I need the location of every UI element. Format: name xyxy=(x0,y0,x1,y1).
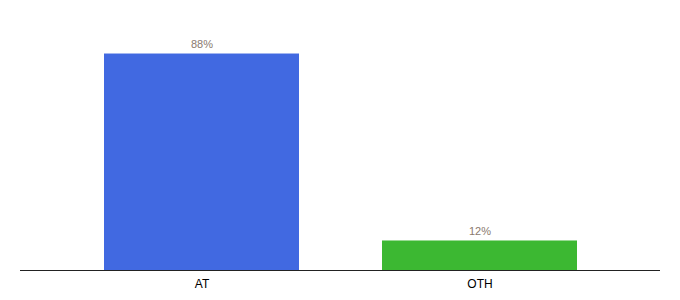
svg-text:12%: 12% xyxy=(469,225,491,237)
svg-text:AT: AT xyxy=(195,277,210,291)
svg-text:88%: 88% xyxy=(191,38,213,50)
svg-text:OTH: OTH xyxy=(467,277,492,291)
